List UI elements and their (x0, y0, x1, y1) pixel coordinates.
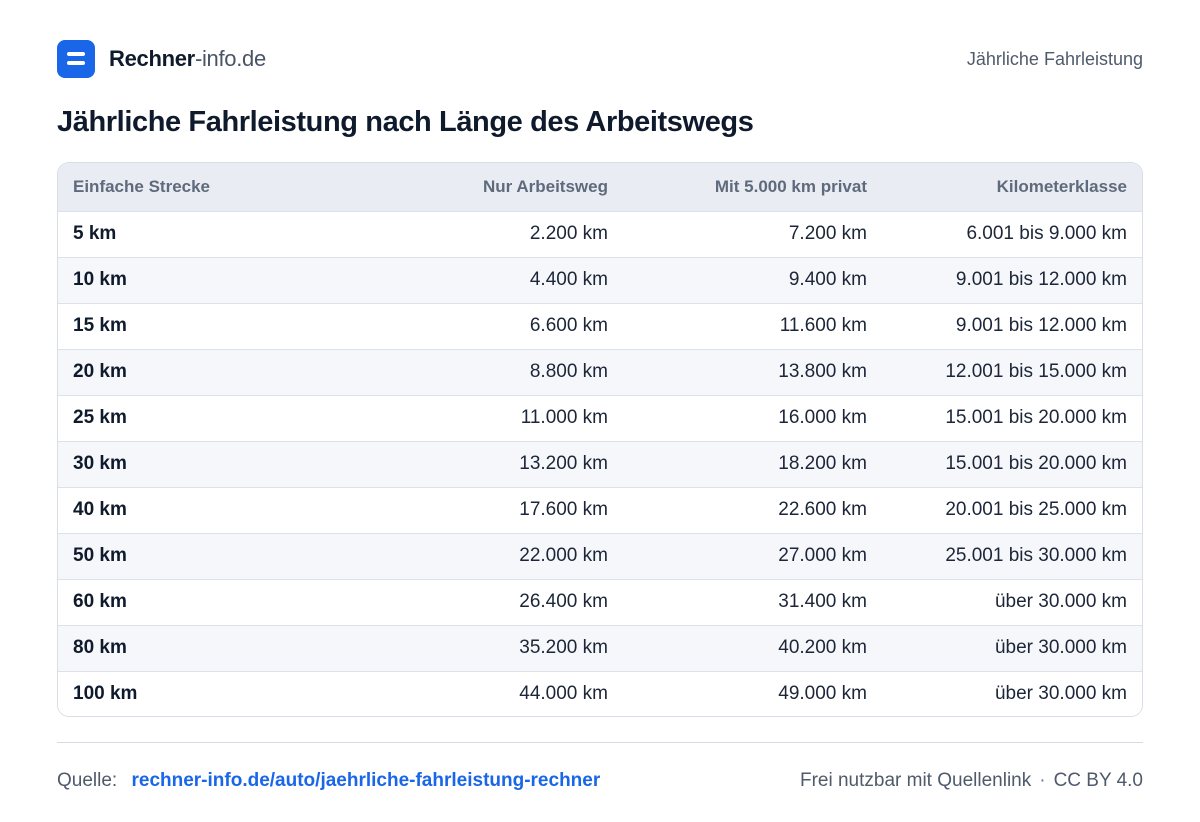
table-row: 20 km 8.800 km 13.800 km 12.001 bis 15.000 … (58, 349, 1142, 395)
table-row: 5 km 2.200 km 7.200 km 6.001 bis 9.000 km (58, 211, 1142, 257)
cell-with-private: 7.200 km (788, 223, 867, 244)
mileage-table: Einfache Strecke Nur Arbeitsweg Mit 5.00… (57, 162, 1143, 717)
cell-mileage-class: 6.001 bis 9.000 km (966, 223, 1127, 244)
table-row: 50 km 22.000 km 27.000 km 25.001 bis 30.000… (58, 533, 1142, 579)
footer-divider (57, 742, 1143, 743)
cell-with-private: 49.000 km (778, 683, 867, 705)
page-category-label: Jährliche Fahrleistung (966, 48, 1143, 69)
top-bar: Rechner-info.de Jährliche Fahrleistung (57, 40, 1143, 78)
column-header-mileage-class: Kilometerklasse (996, 176, 1127, 196)
page-title: Jährliche Fahrleistung nach Länge des Ar… (57, 106, 754, 138)
cell-with-private: 27.000 km (778, 545, 867, 566)
cell-commute-only: 2.200 km (529, 223, 608, 244)
cell-with-private: 18.200 km (778, 453, 867, 474)
cell-commute-only: 44.000 km (519, 683, 608, 705)
equals-icon (57, 40, 95, 78)
license-text: CC BY 4.0 (1053, 770, 1143, 791)
cell-distance: 50 km (73, 545, 127, 566)
cell-with-private: 40.200 km (778, 637, 867, 658)
column-header-distance: Einfache Strecke (73, 176, 211, 196)
cell-commute-only: 13.200 km (519, 453, 608, 474)
cell-mileage-class: 25.001 bis 30.000 km (945, 545, 1127, 566)
cell-with-private: 11.600 km (779, 315, 867, 336)
table-row: 10 km 4.400 km 9.400 km 9.001 bis 12.000 km (58, 257, 1142, 303)
cell-distance: 5 km (73, 223, 117, 244)
license-note: Frei nutzbar mit Quellenlink (799, 770, 1032, 791)
cell-distance: 40 km (73, 499, 127, 520)
cell-commute-only: 6.600 km (529, 315, 608, 336)
cell-commute-only: 8.800 km (529, 361, 608, 382)
cell-mileage-class: über 30.000 km (994, 683, 1127, 705)
cell-distance: 10 km (73, 269, 127, 290)
table-row: 25 km 11.000 km 16.000 km 15.001 bis 20.000… (58, 395, 1142, 441)
cell-mileage-class: 9.001 bis 12.000 km (955, 269, 1127, 290)
cell-mileage-class: 15.001 bis 20.000 km (945, 453, 1127, 474)
brand-name-light: -info.de (194, 46, 266, 71)
source-label: Quelle: (57, 770, 118, 791)
cell-mileage-class: 12.001 bis 15.000 km (945, 361, 1127, 382)
cell-distance: 20 km (73, 361, 127, 382)
table-row: 80 km 35.200 km 40.200 km über 30.000 km (58, 625, 1142, 671)
source: Quelle: rechner-info.de/auto/jaehrliche-… (57, 770, 600, 792)
cell-distance: 25 km (73, 407, 127, 428)
cell-distance: 60 km (73, 591, 127, 612)
column-header-with-private: Mit 5.000 km privat (714, 176, 867, 196)
cell-mileage-class: 20.001 bis 25.000 km (945, 499, 1127, 520)
cell-distance: 15 km (73, 315, 127, 336)
source-link[interactable]: rechner-info.de/auto/jaehrliche-fahrleis… (131, 770, 601, 791)
cell-with-private: 9.400 km (788, 269, 867, 290)
cell-with-private: 13.800 km (778, 361, 867, 382)
cell-with-private: 22.600 km (778, 499, 867, 520)
cell-with-private: 16.000 km (778, 407, 867, 428)
table-row: 60 km 26.400 km 31.400 km über 30.000 km (58, 579, 1142, 625)
cell-mileage-class: über 30.000 km (994, 637, 1127, 658)
footer: Quelle: rechner-info.de/auto/jaehrliche-… (57, 766, 1143, 796)
cell-commute-only: 11.000 km (520, 407, 608, 428)
license-info: Frei nutzbar mit Quellenlink · CC BY 4.0 (800, 770, 1143, 792)
cell-with-private: 31.400 km (778, 591, 867, 612)
cell-commute-only: 35.200 km (519, 637, 608, 658)
cell-mileage-class: 9.001 bis 12.000 km (955, 315, 1127, 336)
cell-mileage-class: über 30.000 km (994, 591, 1127, 612)
table-row: 100 km 44.000 km 49.000 km über 30.000 km (58, 671, 1142, 716)
brand-name: Rechner-info.de (109, 46, 266, 72)
brand[interactable]: Rechner-info.de (57, 40, 266, 78)
column-header-commute-only: Nur Arbeitsweg (482, 176, 608, 196)
cell-mileage-class: 15.001 bis 20.000 km (945, 407, 1127, 428)
separator-dot: · (1039, 770, 1046, 791)
cell-distance: 100 km (73, 683, 138, 705)
table-row: 15 km 6.600 km 11.600 km 9.001 bis 12.000 k… (58, 303, 1142, 349)
table-row: 40 km 17.600 km 22.600 km 20.001 bis 25.000… (58, 487, 1142, 533)
cell-commute-only: 4.400 km (529, 269, 608, 290)
brand-name-strong: Rechner (109, 46, 195, 71)
table-row: 30 km 13.200 km 18.200 km 15.001 bis 20.000… (58, 441, 1142, 487)
cell-distance: 30 km (73, 453, 127, 474)
cell-commute-only: 22.000 km (519, 545, 608, 566)
cell-commute-only: 26.400 km (519, 591, 608, 612)
cell-distance: 80 km (73, 637, 127, 658)
cell-commute-only: 17.600 km (519, 499, 608, 520)
table-header-row: Einfache Strecke Nur Arbeitsweg Mit 5.00… (58, 163, 1142, 211)
